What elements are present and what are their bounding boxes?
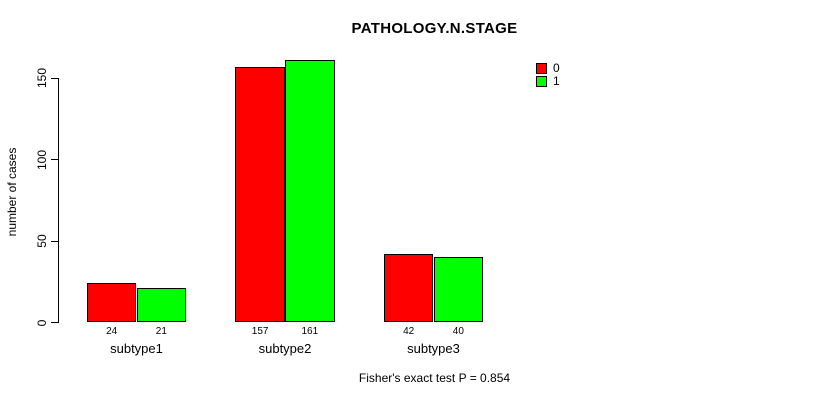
legend-swatch-1 <box>536 76 547 87</box>
bar-value-label: 24 <box>106 325 118 337</box>
legend-swatch-0 <box>536 63 547 74</box>
bar-value-label: 161 <box>301 325 319 337</box>
y-tick-label: 100 <box>35 149 49 170</box>
bar-subtype2-series1 <box>285 60 335 323</box>
bar-subtype2-series0 <box>235 66 285 323</box>
legend-label-0: 0 <box>553 61 560 75</box>
y-tick-label: 0 <box>35 319 49 326</box>
bar-subtype1-series1 <box>136 288 187 323</box>
y-axis-label: number of cases <box>5 147 19 237</box>
bar-value-label: 21 <box>155 325 167 337</box>
y-axis-line <box>58 77 59 323</box>
y-tick-mark <box>51 322 58 323</box>
legend-label-1: 1 <box>553 74 560 88</box>
y-tick-label: 150 <box>35 67 49 89</box>
chart-title: PATHOLOGY.N.STAGE <box>351 20 518 37</box>
bar-value-label: 157 <box>251 325 269 337</box>
annotation-text: Fisher's exact test P = 0.854 <box>358 371 511 385</box>
category-label-subtype2: subtype2 <box>258 341 312 356</box>
bar-value-label: 40 <box>452 325 464 337</box>
bar-value-label: 42 <box>403 325 415 337</box>
y-tick-mark <box>51 78 58 79</box>
bar-subtype3-series0 <box>383 254 434 323</box>
bar-subtype1-series0 <box>86 283 137 323</box>
category-label-subtype1: subtype1 <box>110 341 163 356</box>
y-tick-mark <box>51 241 58 242</box>
bar-subtype3-series1 <box>433 257 484 323</box>
category-label-subtype3: subtype3 <box>407 341 460 356</box>
y-tick-mark <box>51 159 58 160</box>
y-tick-label: 50 <box>35 234 49 248</box>
